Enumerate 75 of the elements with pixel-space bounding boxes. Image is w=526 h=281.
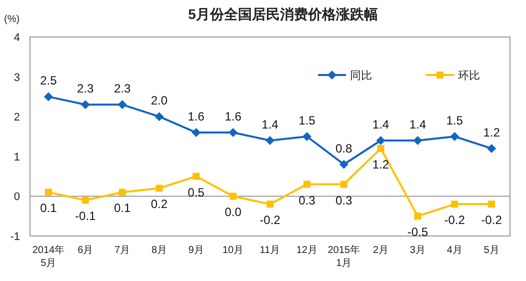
data-label: 1.5	[298, 114, 316, 128]
data-label: 2.3	[114, 82, 131, 96]
x-tick-label: 12月	[296, 245, 318, 256]
point	[376, 136, 386, 145]
point	[302, 132, 312, 141]
legend-label: 环比	[458, 69, 480, 82]
data-label: 2.5	[40, 74, 58, 88]
point	[44, 188, 52, 196]
y-tick-label: -1	[10, 231, 20, 243]
data-label: -0.2	[260, 213, 281, 228]
data-label: 1.6	[188, 110, 205, 124]
data-label: 0.3	[336, 193, 353, 208]
point	[303, 180, 310, 188]
y-tick-label: 4	[14, 32, 20, 44]
point	[82, 196, 89, 204]
data-label: 0.1	[114, 201, 131, 216]
point	[487, 144, 496, 153]
point	[118, 100, 127, 110]
y-tick-label: 1	[14, 151, 20, 164]
data-label: 0.8	[336, 141, 353, 156]
data-label: 1.2	[483, 125, 500, 140]
data-label: 0.5	[188, 185, 205, 200]
data-label: 0.0	[224, 205, 242, 220]
data-label: 0.1	[40, 201, 58, 216]
point	[118, 188, 126, 196]
x-tick-label: 7月	[114, 245, 130, 256]
point	[80, 100, 90, 110]
data-label: -0.1	[75, 209, 96, 224]
point	[154, 112, 164, 122]
point	[192, 128, 201, 138]
x-tick-label: 2015年 1月	[328, 244, 360, 269]
point	[451, 200, 458, 208]
point	[44, 92, 53, 102]
x-tick-label: 4月	[446, 245, 462, 256]
point	[413, 136, 422, 145]
data-label: 1.2	[372, 157, 390, 172]
y-tick-label: 0	[14, 191, 20, 204]
x-tick-label: 6月	[78, 245, 94, 256]
point	[339, 160, 348, 169]
data-label: 1.5	[446, 114, 464, 128]
y-tick-label: 2	[14, 112, 20, 124]
point	[228, 128, 238, 138]
point	[377, 144, 384, 152]
chart-title: 5月份全国居民消费价格涨跌幅	[188, 6, 378, 22]
point	[340, 180, 348, 188]
point	[450, 132, 460, 141]
x-tick-label: 10月	[222, 245, 244, 256]
y-tick-label: 3	[14, 72, 20, 84]
data-label: 1.4	[409, 117, 426, 132]
data-label: 0.3	[298, 193, 316, 208]
x-tick-label: 3月	[410, 245, 426, 256]
y-axis-title: (%)	[4, 14, 20, 25]
x-tick-label: 11月	[260, 245, 280, 256]
point	[266, 200, 274, 208]
data-label: 2.3	[77, 82, 94, 96]
data-label: -0.5	[407, 225, 428, 240]
point	[488, 200, 496, 208]
x-tick-label: 8月	[151, 245, 168, 256]
data-label: 0.2	[150, 197, 168, 212]
x-tick-label: 5月	[484, 245, 500, 256]
data-label: 1.6	[224, 110, 242, 124]
data-label: 1.4	[262, 117, 279, 132]
x-tick-label: 2月	[372, 245, 389, 256]
point	[230, 192, 237, 200]
data-label: 2.0	[150, 94, 168, 108]
data-label: -0.2	[444, 213, 466, 228]
x-tick-label: 9月	[188, 245, 204, 256]
point	[414, 212, 422, 220]
point	[266, 136, 274, 145]
point	[156, 184, 163, 192]
data-label: 1.4	[372, 117, 390, 132]
data-label: -0.2	[481, 213, 502, 228]
point	[192, 172, 200, 180]
x-tick-label: 2014年 5月	[32, 244, 65, 269]
legend-label: 同比	[350, 69, 372, 82]
